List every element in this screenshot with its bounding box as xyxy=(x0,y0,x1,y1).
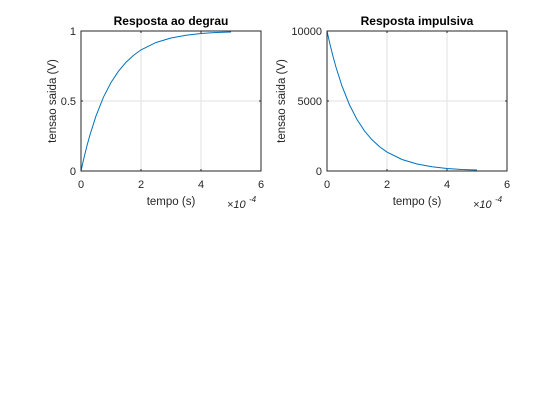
x-axis-label: tempo (s) xyxy=(393,196,442,208)
x-tick-label: 4 xyxy=(444,179,450,191)
y-tick-label: 1 xyxy=(70,26,76,38)
x-tick-label: 0 xyxy=(78,179,84,191)
x-tick-label: 4 xyxy=(198,179,204,191)
y-tick-label: 10000 xyxy=(291,26,322,38)
y-tick-label: 0.5 xyxy=(61,96,76,108)
x-axis-multiplier: ×10 xyxy=(473,199,493,211)
x-tick-label: 2 xyxy=(138,179,144,191)
y-tick-label: 0 xyxy=(316,166,322,178)
x-tick-label: 6 xyxy=(258,179,264,191)
chart-title: Resposta impulsiva xyxy=(361,14,474,28)
series-line xyxy=(326,30,478,171)
x-axis-multiplier-exponent: -4 xyxy=(495,195,503,204)
series-line xyxy=(80,31,232,172)
y-tick-label: 0 xyxy=(70,166,76,178)
y-tick-label: 5000 xyxy=(298,96,322,108)
y-axis-label: tensao saida (V) xyxy=(47,59,59,143)
x-tick-label: 6 xyxy=(504,179,510,191)
x-axis-multiplier-exponent: -4 xyxy=(249,195,257,204)
subplot-impulse-response: 0 2 4 6 0 5000 10000 Resposta impulsiva tempo (s… xyxy=(276,14,510,211)
chart-title: Resposta ao degrau xyxy=(114,14,229,28)
x-axis-label: tempo (s) xyxy=(147,196,196,208)
x-tick-label: 2 xyxy=(384,179,390,191)
x-axis-multiplier: ×10 xyxy=(227,199,247,211)
x-tick-label: 0 xyxy=(324,179,330,191)
subplot-step-response: 0 2 4 6 0 0.5 1 Resposta ao degrau tempo (s) tens… xyxy=(47,14,264,211)
y-axis-label: tensao saida (V) xyxy=(276,59,288,143)
